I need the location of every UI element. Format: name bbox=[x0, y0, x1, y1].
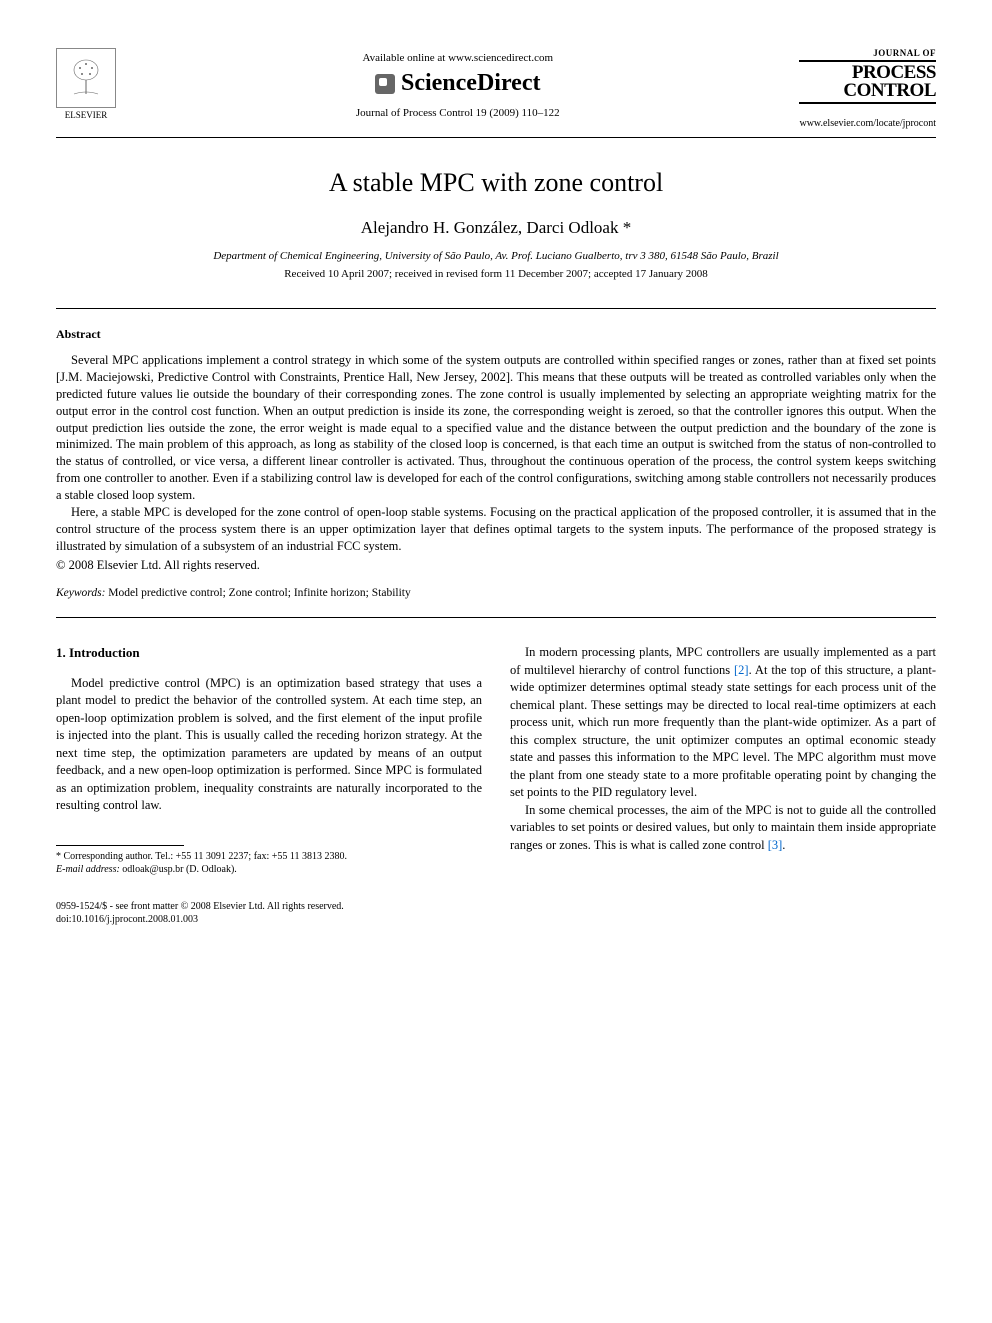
citation-ref-2[interactable]: [2] bbox=[734, 663, 749, 677]
doi-block: 0959-1524/$ - see front matter © 2008 El… bbox=[56, 900, 344, 926]
article-title: A stable MPC with zone control bbox=[56, 168, 936, 198]
doi-line: doi:10.1016/j.jprocont.2008.01.003 bbox=[56, 913, 344, 926]
article-authors: Alejandro H. González, Darci Odloak * bbox=[56, 218, 936, 238]
column-right: In modern processing plants, MPC control… bbox=[510, 644, 936, 875]
section-1-heading: 1. Introduction bbox=[56, 644, 482, 662]
abstract-heading: Abstract bbox=[56, 327, 936, 342]
footnote-corresponding: * Corresponding author. Tel.: +55 11 309… bbox=[56, 850, 482, 863]
journal-url: www.elsevier.com/locate/jprocont bbox=[799, 118, 936, 129]
col2-p1-text-b: . At the top of this structure, a plant-… bbox=[510, 663, 936, 800]
column-left: 1. Introduction Model predictive control… bbox=[56, 644, 482, 875]
abstract-p1: Several MPC applications implement a con… bbox=[56, 352, 936, 504]
footnote-email[interactable]: odloak@usp.br bbox=[122, 864, 183, 875]
abstract-top-rule bbox=[56, 308, 936, 309]
abstract-copyright: © 2008 Elsevier Ltd. All rights reserved… bbox=[56, 557, 936, 574]
center-header: Available online at www.sciencedirect.co… bbox=[116, 48, 799, 119]
header-divider bbox=[56, 137, 936, 138]
journal-reference: Journal of Process Control 19 (2009) 110… bbox=[116, 107, 799, 119]
col2-p2: In some chemical processes, the aim of t… bbox=[510, 802, 936, 855]
available-online-text: Available online at www.sciencedirect.co… bbox=[116, 52, 799, 64]
journal-logo-small: JOURNAL OF bbox=[799, 48, 936, 58]
article-dates: Received 10 April 2007; received in revi… bbox=[56, 268, 936, 280]
footer-row: 0959-1524/$ - see front matter © 2008 El… bbox=[56, 900, 936, 926]
keywords-text: Model predictive control; Zone control; … bbox=[108, 587, 410, 599]
abstract-body: Several MPC applications implement a con… bbox=[56, 352, 936, 573]
journal-logo-main-2: CONTROL bbox=[799, 82, 936, 100]
article-affiliation: Department of Chemical Engineering, Univ… bbox=[56, 250, 936, 262]
issn-line: 0959-1524/$ - see front matter © 2008 El… bbox=[56, 900, 344, 913]
footnote-block: * Corresponding author. Tel.: +55 11 309… bbox=[56, 850, 482, 876]
sciencedirect-icon bbox=[375, 74, 395, 94]
footnote-email-who: (D. Odloak). bbox=[186, 864, 237, 875]
keywords: Keywords: Model predictive control; Zone… bbox=[56, 587, 936, 599]
abstract-p2: Here, a stable MPC is developed for the … bbox=[56, 504, 936, 555]
footnote-rule bbox=[56, 845, 184, 846]
footnote-email-line: E-mail address: odloak@usp.br (D. Odloak… bbox=[56, 863, 482, 876]
col1-p1: Model predictive control (MPC) is an opt… bbox=[56, 675, 482, 815]
body-columns: 1. Introduction Model predictive control… bbox=[56, 644, 936, 875]
sciencedirect-text: ScienceDirect bbox=[401, 70, 541, 97]
elsevier-label: ELSEVIER bbox=[65, 110, 108, 120]
elsevier-tree-icon bbox=[56, 48, 116, 108]
abstract-bottom-rule bbox=[56, 617, 936, 618]
header-row: ELSEVIER Available online at www.science… bbox=[56, 48, 936, 129]
footnote-email-label: E-mail address: bbox=[56, 864, 120, 875]
col2-p1: In modern processing plants, MPC control… bbox=[510, 644, 936, 802]
keywords-label: Keywords: bbox=[56, 587, 105, 599]
elsevier-logo: ELSEVIER bbox=[56, 48, 116, 120]
col2-p2-text-b: . bbox=[782, 838, 785, 852]
citation-ref-3[interactable]: [3] bbox=[768, 838, 783, 852]
journal-logo-main: PROCESS CONTROL bbox=[799, 60, 936, 104]
sciencedirect-logo: ScienceDirect bbox=[116, 70, 799, 97]
journal-logo: JOURNAL OF PROCESS CONTROL www.elsevier.… bbox=[799, 48, 936, 129]
col2-p2-text-a: In some chemical processes, the aim of t… bbox=[510, 803, 936, 852]
